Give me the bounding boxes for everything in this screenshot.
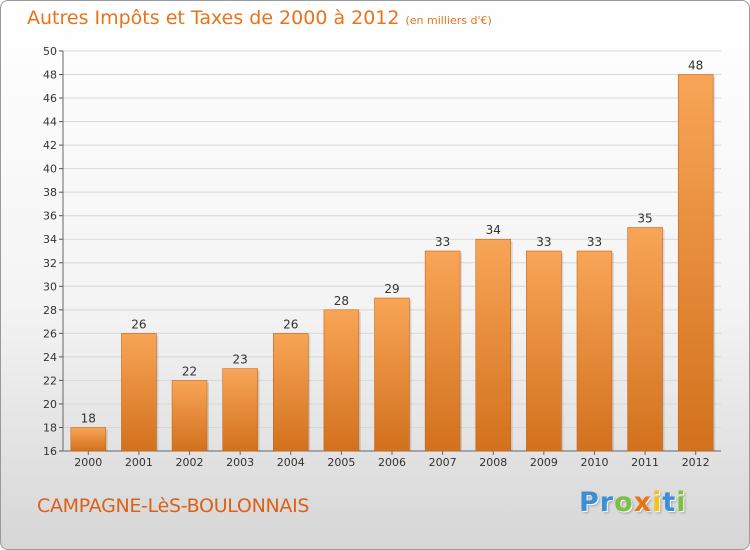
bar-2006 bbox=[374, 297, 410, 452]
logo-letter: i bbox=[652, 487, 663, 518]
x-tick-label: 2007 bbox=[429, 456, 457, 469]
bar-2010 bbox=[576, 250, 613, 452]
data-label: 26 bbox=[283, 317, 298, 331]
bar-2004 bbox=[273, 333, 309, 452]
data-label: 23 bbox=[233, 353, 248, 367]
x-tick-label: 2010 bbox=[580, 456, 608, 469]
bar-2003 bbox=[222, 368, 258, 452]
logo-letter: x bbox=[633, 487, 653, 518]
y-tick-label: 44 bbox=[43, 116, 57, 129]
bar-2000 bbox=[70, 427, 107, 452]
x-tick-label: 2008 bbox=[479, 456, 507, 469]
data-label: 22 bbox=[182, 364, 197, 378]
chart-title: Autres Impôts et Taxes de 2000 à 2012 (en… bbox=[27, 7, 492, 29]
y-tick-label: 36 bbox=[43, 210, 57, 223]
logo-letter: o bbox=[614, 487, 634, 518]
bar-2008 bbox=[475, 238, 511, 452]
y-tick-label: 24 bbox=[43, 351, 57, 364]
bar-2007 bbox=[424, 250, 461, 452]
data-label: 26 bbox=[131, 317, 146, 331]
data-label: 35 bbox=[637, 211, 652, 225]
y-tick-label: 40 bbox=[43, 163, 57, 176]
data-label: 34 bbox=[486, 223, 501, 237]
axes: 16 18 20 22 24 26 28 30 32 34 36 38 40 42 44 46 48 50 2000… bbox=[43, 45, 721, 469]
x-tick-label: 2005 bbox=[327, 456, 355, 469]
data-label: 48 bbox=[688, 59, 703, 73]
y-tick-label: 26 bbox=[43, 327, 57, 340]
y-tick-label: 38 bbox=[43, 186, 57, 199]
y-tick-label: 18 bbox=[43, 421, 57, 434]
x-tick-label: 2001 bbox=[125, 456, 153, 469]
bar-2002 bbox=[171, 380, 208, 452]
y-tick-label: 42 bbox=[43, 139, 57, 152]
bar-2001 bbox=[121, 333, 157, 452]
y-tick-label: 16 bbox=[43, 445, 57, 458]
commune-name: CAMPAGNE-LèS-BOULONNAIS bbox=[37, 495, 310, 517]
logo-letter: i bbox=[676, 487, 687, 518]
data-label: 28 bbox=[334, 294, 349, 308]
x-tick-label: 2009 bbox=[530, 456, 558, 469]
bar-2012 bbox=[677, 74, 714, 452]
bar-2011 bbox=[627, 227, 663, 452]
proxiti-logo: Proxiti bbox=[579, 487, 687, 518]
y-tick-label: 32 bbox=[43, 257, 57, 270]
x-tick-label: 2011 bbox=[631, 456, 659, 469]
data-label: 18 bbox=[81, 411, 96, 425]
data-label: 33 bbox=[435, 235, 450, 249]
y-tick-label: 22 bbox=[43, 374, 57, 387]
data-label: 33 bbox=[587, 235, 602, 249]
y-tick-label: 46 bbox=[43, 92, 57, 105]
bar-2005 bbox=[323, 309, 360, 452]
y-tick-label: 48 bbox=[43, 69, 57, 82]
bars: 18 26 22 23 26 28 29 33 34 33 33 35 48 bbox=[70, 59, 716, 452]
y-tick-label: 20 bbox=[43, 398, 57, 411]
logo-letter: P bbox=[579, 487, 600, 518]
x-tick-label: 2003 bbox=[226, 456, 254, 469]
bar-2009 bbox=[526, 250, 562, 452]
x-tick-label: 2006 bbox=[378, 456, 406, 469]
x-tick-label: 2000 bbox=[74, 456, 102, 469]
chart-unit-label: (en milliers d'€) bbox=[405, 14, 492, 27]
x-tick-label: 2004 bbox=[277, 456, 305, 469]
y-tick-label: 28 bbox=[43, 304, 57, 317]
y-tick-label: 34 bbox=[43, 233, 57, 246]
y-tick-label: 30 bbox=[43, 280, 57, 293]
logo-letter: r bbox=[599, 487, 615, 518]
chart-title-text: Autres Impôts et Taxes de 2000 à 2012 bbox=[27, 7, 400, 29]
data-label: 33 bbox=[536, 235, 551, 249]
x-tick-label: 2012 bbox=[682, 456, 710, 469]
logo-letter: t bbox=[662, 487, 677, 518]
y-tick-label: 50 bbox=[43, 45, 57, 58]
data-label: 29 bbox=[384, 282, 399, 296]
x-tick-label: 2002 bbox=[176, 456, 204, 469]
